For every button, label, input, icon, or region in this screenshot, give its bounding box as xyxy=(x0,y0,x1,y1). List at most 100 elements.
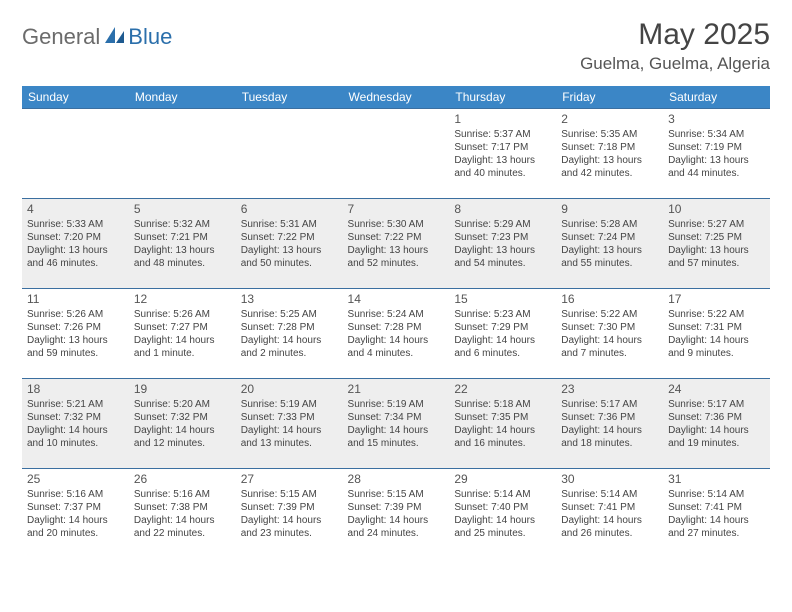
calendar-week-row: 18 Sunrise: 5:21 AMSunset: 7:32 PM Dayligh… xyxy=(22,379,770,469)
day-header: Wednesday xyxy=(343,86,450,109)
logo-word1: General xyxy=(22,24,100,50)
calendar-day-cell: 6Sunrise: 5:31 AMSunset: 7:22 PMDaylight… xyxy=(236,199,343,289)
sunset-line: Sunset: 7:36 PM xyxy=(668,412,765,425)
calendar-table: SundayMondayTuesdayWednesdayThursdayFrid… xyxy=(22,86,770,559)
daylight-line: Daylight: 14 hours and 26 minutes. xyxy=(561,515,658,541)
day-number: 14 xyxy=(348,292,445,307)
daylight-line: Daylight: 14 hours and 25 minutes. xyxy=(454,515,551,541)
calendar-day-cell: 2Sunrise: 5:35 AMSunset: 7:18 PMDaylight… xyxy=(556,109,663,199)
sunrise-line: Sunrise: 5:19 AM xyxy=(348,399,445,412)
daylight-line: Daylight: 13 hours and 54 minutes. xyxy=(454,245,551,271)
daylight-line: Daylight: 14 hours and 9 minutes. xyxy=(668,335,765,361)
day-number: 19 xyxy=(134,382,231,397)
daylight-line: Daylight: 14 hours and 27 minutes. xyxy=(668,515,765,541)
title-block: May 2025 Guelma, Guelma, Algeria xyxy=(580,18,770,74)
sunrise-line: Sunrise: 5:26 AM xyxy=(134,309,231,322)
day-header: Friday xyxy=(556,86,663,109)
sunrise-line: Sunrise: 5:16 AM xyxy=(27,489,124,502)
sunrise-line: Sunrise: 5:26 AM xyxy=(27,309,124,322)
sunrise-line: Sunrise: 5:15 AM xyxy=(348,489,445,502)
location: Guelma, Guelma, Algeria xyxy=(580,54,770,74)
day-number: 30 xyxy=(561,472,658,487)
calendar-empty-cell xyxy=(343,109,450,199)
calendar-day-cell: 12Sunrise: 5:26 AMSunset: 7:27 PMDayligh… xyxy=(129,289,236,379)
calendar-day-cell: 15Sunrise: 5:23 AMSunset: 7:29 PMDayligh… xyxy=(449,289,556,379)
calendar-day-cell: 22Sunrise: 5:18 AMSunset: 7:35 PMDayligh… xyxy=(449,379,556,469)
daylight-line: Daylight: 14 hours and 15 minutes. xyxy=(348,425,445,451)
daylight-line: Daylight: 13 hours and 55 minutes. xyxy=(561,245,658,271)
sunrise-line: Sunrise: 5:35 AM xyxy=(561,129,658,142)
day-number: 11 xyxy=(27,292,124,307)
sunrise-line: Sunrise: 5:24 AM xyxy=(348,309,445,322)
day-number: 2 xyxy=(561,112,658,127)
sunrise-line: Sunrise: 5:18 AM xyxy=(454,399,551,412)
sunset-line: Sunset: 7:29 PM xyxy=(454,322,551,335)
calendar-day-cell: 23Sunrise: 5:17 AMSunset: 7:36 PMDayligh… xyxy=(556,379,663,469)
sunset-line: Sunset: 7:34 PM xyxy=(348,412,445,425)
calendar-day-cell: 24Sunrise: 5:17 AMSunset: 7:36 PMDayligh… xyxy=(663,379,770,469)
day-number: 18 xyxy=(27,382,124,397)
sunrise-line: Sunrise: 5:22 AM xyxy=(668,309,765,322)
daylight-line: Daylight: 13 hours and 52 minutes. xyxy=(348,245,445,271)
calendar-day-cell: 5Sunrise: 5:32 AMSunset: 7:21 PMDaylight… xyxy=(129,199,236,289)
calendar-day-cell: 26Sunrise: 5:16 AMSunset: 7:38 PMDayligh… xyxy=(129,469,236,559)
logo-word2: Blue xyxy=(128,24,172,50)
calendar-week-row: 1Sunrise: 5:37 AMSunset: 7:17 PMDaylight… xyxy=(22,109,770,199)
daylight-line: Daylight: 14 hours and 1 minute. xyxy=(134,335,231,361)
calendar-week-row: 4Sunrise: 5:33 AMSunset: 7:20 PMDaylight… xyxy=(22,199,770,289)
sunrise-line: Sunrise: 5:28 AM xyxy=(561,219,658,232)
sunrise-line: Sunrise: 5:14 AM xyxy=(454,489,551,502)
day-number: 25 xyxy=(27,472,124,487)
daylight-line: Daylight: 14 hours and 22 minutes. xyxy=(134,515,231,541)
sunrise-line: Sunrise: 5:34 AM xyxy=(668,129,765,142)
sunset-line: Sunset: 7:41 PM xyxy=(561,502,658,515)
day-number: 24 xyxy=(668,382,765,397)
calendar-day-cell: 17 Sunrise: 5:22 AMSunset: 7:31 PMDayligh… xyxy=(663,289,770,379)
sunset-line: Sunset: 7:32 PM xyxy=(27,412,124,425)
sunset-line: Sunset: 7:21 PM xyxy=(134,232,231,245)
day-number: 9 xyxy=(561,202,658,217)
calendar-day-cell: 3Sunrise: 5:34 AMSunset: 7:19 PMDaylight… xyxy=(663,109,770,199)
sunrise-line: Sunrise: 5:37 AM xyxy=(454,129,551,142)
calendar-day-cell: 18Sunrise: 5:21 AMSunset: 7:32 PMDayligh… xyxy=(22,379,129,469)
day-number: 8 xyxy=(454,202,551,217)
logo-sail-icon xyxy=(104,25,126,50)
header: General Blue May 2025 Guelma, Guelma, Al… xyxy=(22,18,770,74)
sunrise-line: Sunrise: 5:25 AM xyxy=(241,309,338,322)
calendar-week-row: 11Sunrise: 5:26 AMSunset: 7:26 PMDayligh… xyxy=(22,289,770,379)
sunset-line: Sunset: 7:33 PM xyxy=(241,412,338,425)
sunset-line: Sunset: 7:40 PM xyxy=(454,502,551,515)
day-number: 29 xyxy=(454,472,551,487)
sunset-line: Sunset: 7:18 PM xyxy=(561,142,658,155)
day-number: 21 xyxy=(348,382,445,397)
calendar-day-cell: 20Sunrise: 5:19 AMSunset: 7:33 PMDayligh… xyxy=(236,379,343,469)
calendar-day-cell: 21 Sunrise: 5:19 AMSunset: 7:34 PMDayligh… xyxy=(343,379,450,469)
calendar-day-cell: 29 Sunrise: 5:14 AMSunset: 7:40 PMDayligh… xyxy=(449,469,556,559)
sunrise-line: Sunrise: 5:19 AM xyxy=(241,399,338,412)
calendar-day-cell: 14Sunrise: 5:24 AMSunset: 7:28 PMDayligh… xyxy=(343,289,450,379)
day-number: 22 xyxy=(454,382,551,397)
sunset-line: Sunset: 7:28 PM xyxy=(241,322,338,335)
day-number: 4 xyxy=(27,202,124,217)
sunset-line: Sunset: 7:30 PM xyxy=(561,322,658,335)
sunrise-line: Sunrise: 5:32 AM xyxy=(134,219,231,232)
daylight-line: Daylight: 13 hours and 59 minutes. xyxy=(27,335,124,361)
sunrise-line: Sunrise: 5:27 AM xyxy=(668,219,765,232)
sunrise-line: Sunrise: 5:17 AM xyxy=(668,399,765,412)
day-header: Monday xyxy=(129,86,236,109)
sunrise-line: Sunrise: 5:31 AM xyxy=(241,219,338,232)
sunrise-line: Sunrise: 5:21 AM xyxy=(27,399,124,412)
sunset-line: Sunset: 7:35 PM xyxy=(454,412,551,425)
calendar-day-cell: 19Sunrise: 5:20 AMSunset: 7:32 PMDayligh… xyxy=(129,379,236,469)
calendar-day-cell: 16Sunrise: 5:22 AMSunset: 7:30 PMDayligh… xyxy=(556,289,663,379)
sunrise-line: Sunrise: 5:20 AM xyxy=(134,399,231,412)
daylight-line: Daylight: 14 hours and 24 minutes. xyxy=(348,515,445,541)
day-number: 10 xyxy=(668,202,765,217)
sunset-line: Sunset: 7:41 PM xyxy=(668,502,765,515)
calendar-empty-cell xyxy=(129,109,236,199)
day-number: 17 xyxy=(668,292,765,307)
sunset-line: Sunset: 7:26 PM xyxy=(27,322,124,335)
sunset-line: Sunset: 7:31 PM xyxy=(668,322,765,335)
day-number: 16 xyxy=(561,292,658,307)
day-number: 23 xyxy=(561,382,658,397)
